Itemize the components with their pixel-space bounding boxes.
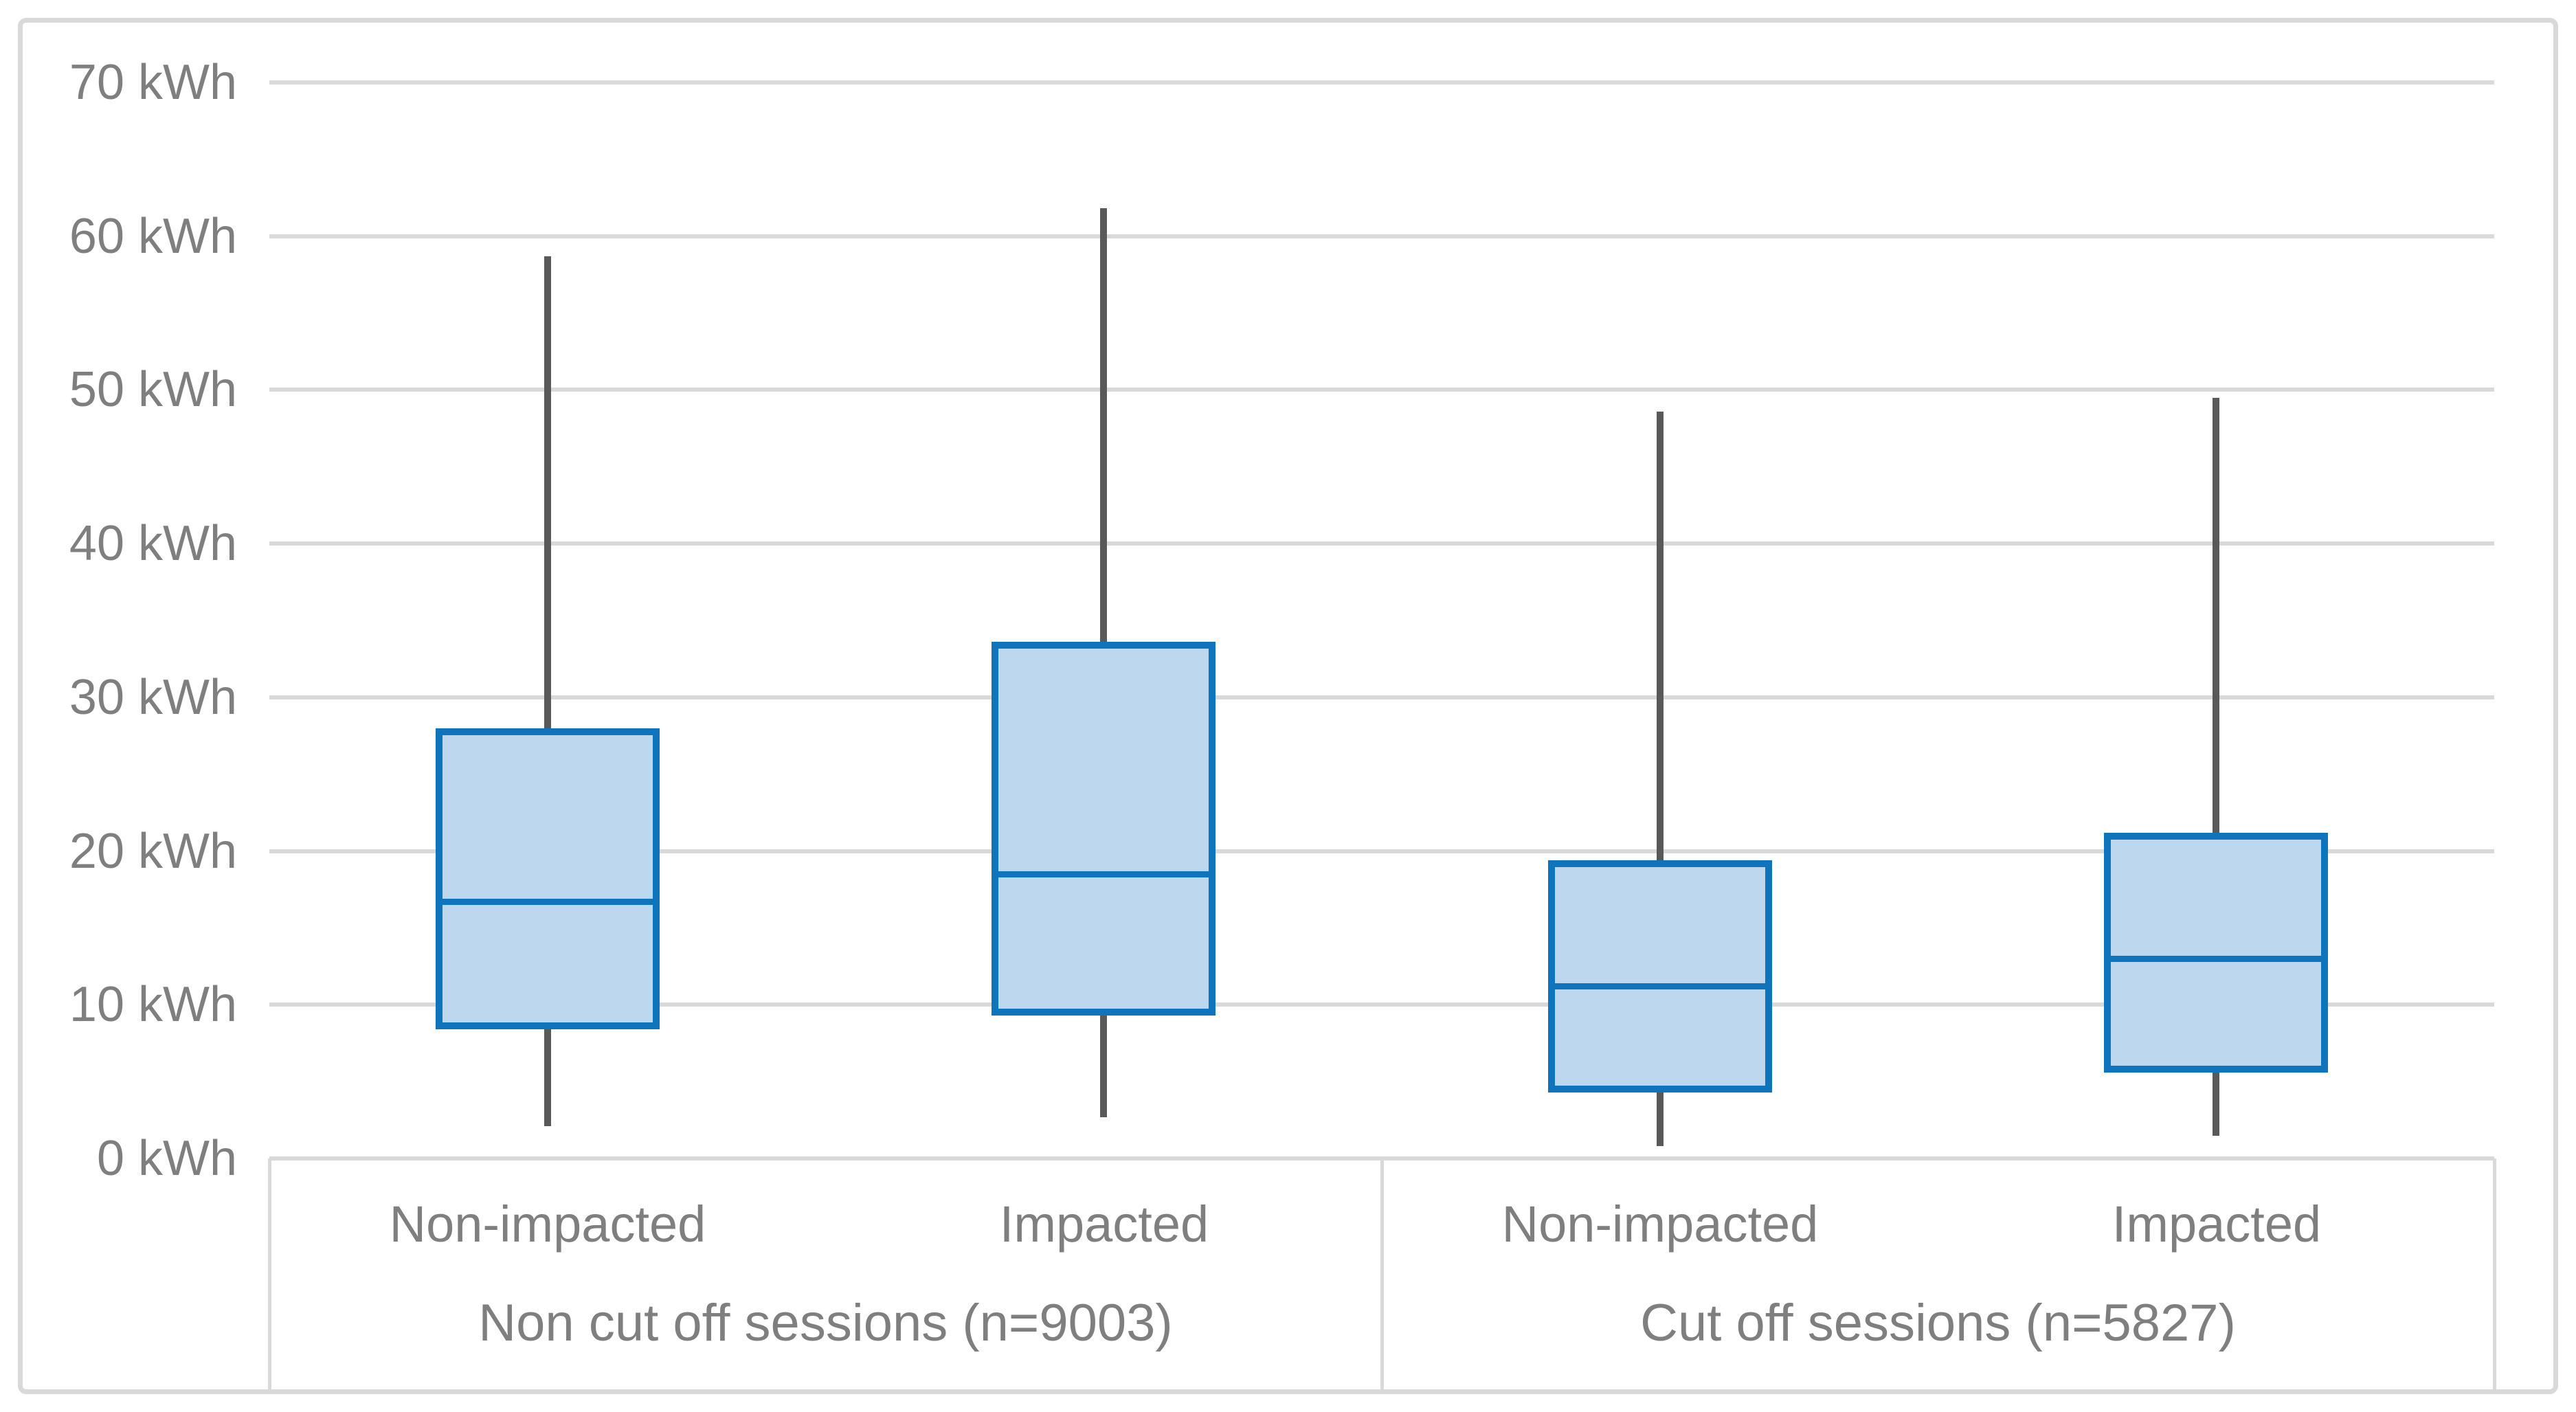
gridline (269, 80, 2494, 85)
box-q1-q3 (1548, 860, 1772, 1092)
y-axis-tick-label: 60 kWh (69, 209, 237, 264)
category-label: Non-impacted (389, 1196, 706, 1253)
y-axis-tick-label: 0 kWh (96, 1131, 237, 1186)
gridline (269, 234, 2494, 238)
figure-border (18, 18, 2558, 1394)
y-axis-tick-label: 50 kWh (69, 362, 237, 417)
median-line (436, 899, 660, 905)
category-label: Non-impacted (1501, 1196, 1819, 1253)
upper-whisker (1657, 412, 1664, 860)
gridline (269, 849, 2494, 853)
group-label: Cut off sessions (n=5827) (1640, 1294, 2236, 1352)
gridline (269, 695, 2494, 699)
upper-whisker (1100, 208, 1107, 642)
median-line (992, 871, 1216, 877)
y-axis-tick-label: 30 kWh (69, 670, 237, 725)
box-q1-q3 (436, 728, 660, 1029)
lower-whisker (1100, 1016, 1107, 1117)
median-line (2104, 956, 2328, 962)
axis-table-border (268, 1158, 271, 1390)
group-label: Non cut off sessions (n=9003) (478, 1294, 1173, 1352)
box-q1-q3 (2104, 833, 2328, 1073)
axis-group-divider (1380, 1158, 1384, 1390)
lower-whisker (1657, 1092, 1664, 1146)
gridline (269, 388, 2494, 392)
y-axis-tick-label: 40 kWh (69, 516, 237, 571)
box-q1-q3 (992, 642, 1216, 1016)
gridline (269, 1002, 2494, 1007)
y-axis-tick-label: 10 kWh (69, 977, 237, 1032)
category-label: Impacted (2112, 1196, 2322, 1253)
upper-whisker (544, 256, 551, 728)
y-axis-tick-label: 70 kWh (69, 55, 237, 110)
upper-whisker (2213, 398, 2219, 833)
lower-whisker (2213, 1073, 2219, 1136)
axis-table-border (2493, 1158, 2496, 1390)
y-axis-tick-label: 20 kWh (69, 824, 237, 879)
gridline (269, 541, 2494, 546)
category-label: Impacted (999, 1196, 1209, 1253)
lower-whisker (544, 1029, 551, 1126)
median-line (1548, 983, 1772, 989)
